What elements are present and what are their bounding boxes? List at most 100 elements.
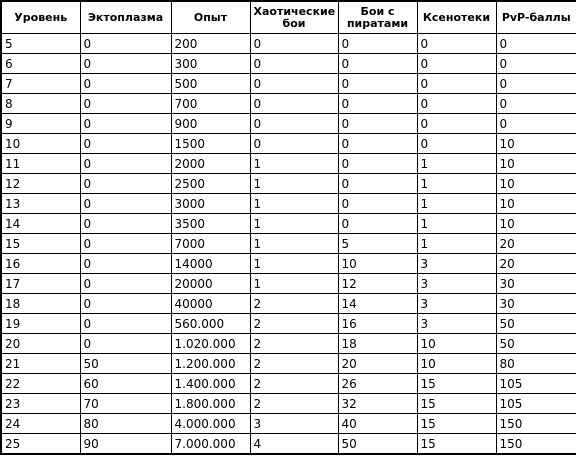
- cell-chaotic-battles: 0: [249, 53, 339, 74]
- cell-chaotic-battles: 1: [249, 153, 339, 174]
- cell-level: 15: [0, 233, 81, 254]
- cell-pirate-battles: 0: [337, 33, 418, 54]
- cell-xenotheques: 1: [416, 173, 497, 194]
- cell-pirate-battles: 32: [337, 393, 418, 414]
- cell-experience: 1500: [170, 133, 251, 154]
- cell-xenotheques: 1: [416, 153, 497, 174]
- cell-level: 5: [0, 33, 81, 54]
- cell-ectoplasm: 0: [79, 73, 172, 94]
- cell-chaotic-battles: 0: [249, 33, 339, 54]
- cell-experience: 3500: [170, 213, 251, 234]
- cell-pvp-points: 10: [495, 153, 576, 174]
- cell-chaotic-battles: 0: [249, 133, 339, 154]
- cell-pirate-battles: 0: [337, 133, 418, 154]
- cell-level: 23: [0, 393, 81, 414]
- cell-pvp-points: 50: [495, 333, 576, 354]
- cell-experience: 4.000.000: [170, 413, 251, 434]
- table-row: 22 60 1.400.000 2 26 15 105: [0, 373, 576, 394]
- cell-pvp-points: 0: [495, 53, 576, 74]
- table-row: 14 0 3500 1 0 1 10: [0, 213, 576, 234]
- table-row: 8 0 700 0 0 0 0: [0, 93, 576, 114]
- cell-level: 14: [0, 213, 81, 234]
- cell-level: 17: [0, 273, 81, 294]
- cell-pvp-points: 30: [495, 293, 576, 314]
- cell-ectoplasm: 50: [79, 353, 172, 374]
- cell-xenotheques: 3: [416, 273, 497, 294]
- cell-xenotheques: 15: [416, 393, 497, 414]
- cell-pirate-battles: 0: [337, 113, 418, 134]
- cell-experience: 1.020.000: [170, 333, 251, 354]
- cell-level: 8: [0, 93, 81, 114]
- cell-pirate-battles: 40: [337, 413, 418, 434]
- table-row: 21 50 1.200.000 2 20 10 80: [0, 353, 576, 374]
- cell-level: 21: [0, 353, 81, 374]
- cell-chaotic-battles: 0: [249, 73, 339, 94]
- cell-pvp-points: 0: [495, 33, 576, 54]
- cell-xenotheques: 0: [416, 113, 497, 134]
- table-row: 11 0 2000 1 0 1 10: [0, 153, 576, 174]
- cell-ectoplasm: 0: [79, 153, 172, 174]
- cell-pirate-battles: 0: [337, 153, 418, 174]
- cell-chaotic-battles: 0: [249, 93, 339, 114]
- cell-experience: 20000: [170, 273, 251, 294]
- table-row: 19 0 560.000 2 16 3 50: [0, 313, 576, 334]
- cell-experience: 3000: [170, 193, 251, 214]
- table-row: 6 0 300 0 0 0 0: [0, 53, 576, 74]
- cell-experience: 1.800.000: [170, 393, 251, 414]
- cell-pirate-battles: 10: [337, 253, 418, 274]
- cell-level: 9: [0, 113, 81, 134]
- cell-pvp-points: 20: [495, 233, 576, 254]
- cell-pvp-points: 0: [495, 113, 576, 134]
- cell-ectoplasm: 80: [79, 413, 172, 434]
- cell-pvp-points: 10: [495, 133, 576, 154]
- header-xenotheques: Ксенотеки: [416, 0, 497, 34]
- cell-ectoplasm: 0: [79, 293, 172, 314]
- cell-chaotic-battles: 3: [249, 413, 339, 434]
- cell-pvp-points: 30: [495, 273, 576, 294]
- cell-level: 18: [0, 293, 81, 314]
- cell-pirate-battles: 50: [337, 433, 418, 455]
- cell-ectoplasm: 0: [79, 193, 172, 214]
- cell-pvp-points: 10: [495, 173, 576, 194]
- cell-xenotheques: 1: [416, 233, 497, 254]
- table-row: 10 0 1500 0 0 0 10: [0, 133, 576, 154]
- cell-pirate-battles: 0: [337, 53, 418, 74]
- cell-ectoplasm: 0: [79, 273, 172, 294]
- cell-chaotic-battles: 1: [249, 233, 339, 254]
- cell-xenotheques: 1: [416, 213, 497, 234]
- cell-pirate-battles: 18: [337, 333, 418, 354]
- cell-chaotic-battles: 2: [249, 353, 339, 374]
- cell-pirate-battles: 5: [337, 233, 418, 254]
- cell-chaotic-battles: 2: [249, 393, 339, 414]
- cell-pvp-points: 150: [495, 413, 576, 434]
- cell-chaotic-battles: 2: [249, 333, 339, 354]
- cell-experience: 7000: [170, 233, 251, 254]
- cell-experience: 2500: [170, 173, 251, 194]
- cell-level: 6: [0, 53, 81, 74]
- cell-experience: 40000: [170, 293, 251, 314]
- cell-level: 10: [0, 133, 81, 154]
- cell-xenotheques: 3: [416, 293, 497, 314]
- table-row: 9 0 900 0 0 0 0: [0, 113, 576, 134]
- cell-ectoplasm: 0: [79, 53, 172, 74]
- cell-pirate-battles: 0: [337, 93, 418, 114]
- table-row: 18 0 40000 2 14 3 30: [0, 293, 576, 314]
- cell-chaotic-battles: 4: [249, 433, 339, 455]
- cell-pirate-battles: 14: [337, 293, 418, 314]
- cell-pvp-points: 0: [495, 73, 576, 94]
- table-row: 20 0 1.020.000 2 18 10 50: [0, 333, 576, 354]
- cell-experience: 200: [170, 33, 251, 54]
- cell-xenotheques: 15: [416, 433, 497, 455]
- cell-pirate-battles: 0: [337, 73, 418, 94]
- cell-pirate-battles: 20: [337, 353, 418, 374]
- cell-pvp-points: 50: [495, 313, 576, 334]
- header-chaotic-battles: Хаотические бои: [249, 0, 339, 34]
- header-pirate-battles: Бои с пиратами: [337, 0, 418, 34]
- cell-xenotheques: 10: [416, 353, 497, 374]
- cell-level: 7: [0, 73, 81, 94]
- cell-xenotheques: 0: [416, 33, 497, 54]
- cell-level: 12: [0, 173, 81, 194]
- table-body: 5 0 200 0 0 0 0 6 0 300 0 0 0 0 7 0 500 0 0 0 0 8 0 700 0 0 0 0 9 0 90…: [0, 33, 576, 455]
- cell-experience: 2000: [170, 153, 251, 174]
- cell-xenotheques: 3: [416, 253, 497, 274]
